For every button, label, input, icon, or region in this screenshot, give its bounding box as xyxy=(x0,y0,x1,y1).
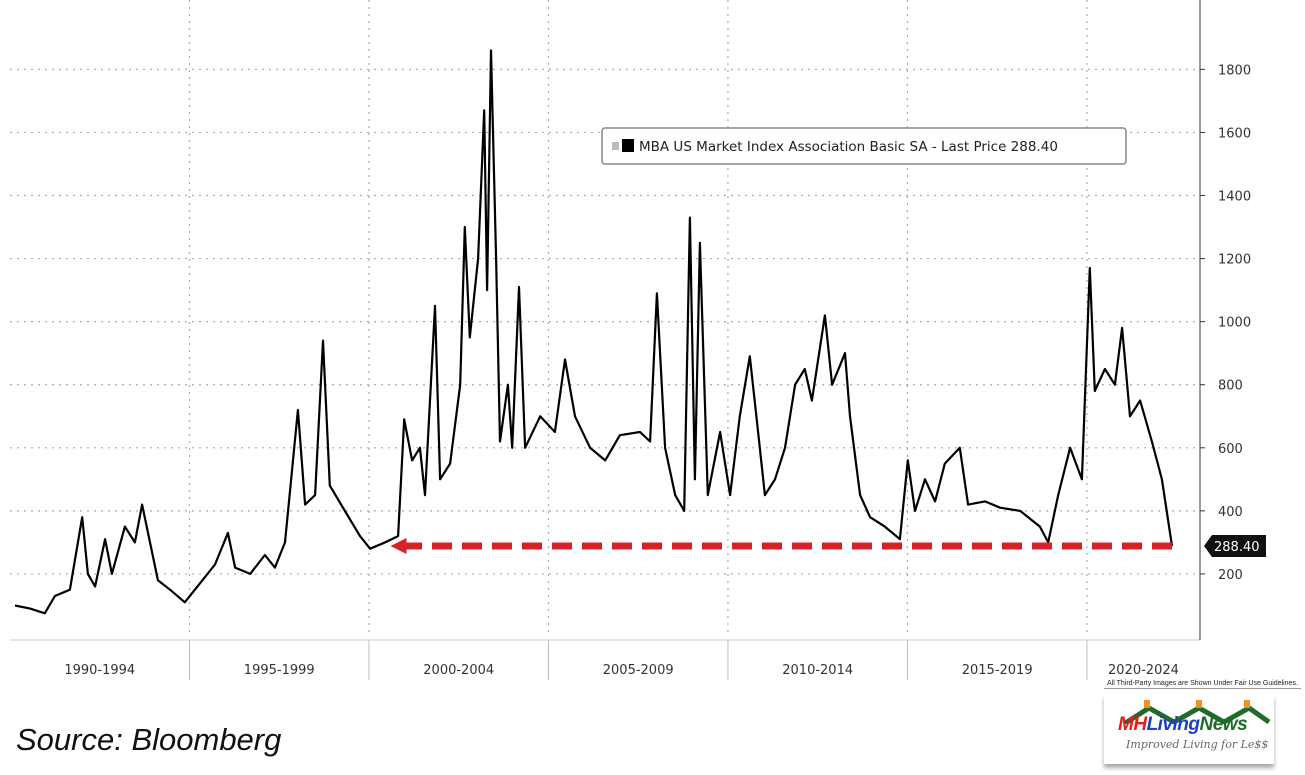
y-tick-label: 800 xyxy=(1218,379,1243,394)
logo-wordmark: MHLivingNews xyxy=(1118,714,1248,735)
y-tick-label: 400 xyxy=(1218,505,1243,520)
y-tick-label: 1800 xyxy=(1218,63,1251,78)
logo-tagline: Improved Living for Le$$ xyxy=(1126,738,1269,751)
y-tick-label: 1000 xyxy=(1218,316,1251,331)
x-period-label: 1990-1994 xyxy=(64,663,135,678)
x-period-label: 1995-1999 xyxy=(244,663,315,678)
x-period-label: 2015-2019 xyxy=(962,663,1033,678)
roof-icon xyxy=(1122,700,1271,724)
last-price-tag xyxy=(1204,535,1266,558)
x-period-label: 2020-2024 xyxy=(1108,663,1179,678)
last-price-label: 288.40 xyxy=(1214,540,1260,555)
legend-swatch-inactive xyxy=(612,142,619,150)
mhlivingnews-logo: MHLivingNews Improved Living for Le$$ xyxy=(1104,694,1274,764)
source-caption: Source: Bloomberg xyxy=(16,722,282,757)
fair-use-note: All Third-Party Images are Shown Under F… xyxy=(1104,680,1301,689)
y-tick-label: 1200 xyxy=(1218,253,1251,268)
legend-box xyxy=(601,127,1127,165)
y-tick-label: 1600 xyxy=(1218,126,1251,141)
legend-swatch xyxy=(622,139,634,152)
series-line xyxy=(14,49,1174,615)
y-tick-label: 1400 xyxy=(1218,190,1251,205)
y-tick-label: 600 xyxy=(1218,442,1243,457)
legend-label: MBA US Market Index Association Basic SA… xyxy=(639,139,1058,155)
x-period-label: 2010-2014 xyxy=(782,663,853,678)
arrow-head-icon xyxy=(390,538,407,555)
x-period-label: 2005-2009 xyxy=(603,663,674,678)
y-tick-label: 200 xyxy=(1218,568,1243,583)
x-period-label: 2000-2004 xyxy=(423,663,494,678)
